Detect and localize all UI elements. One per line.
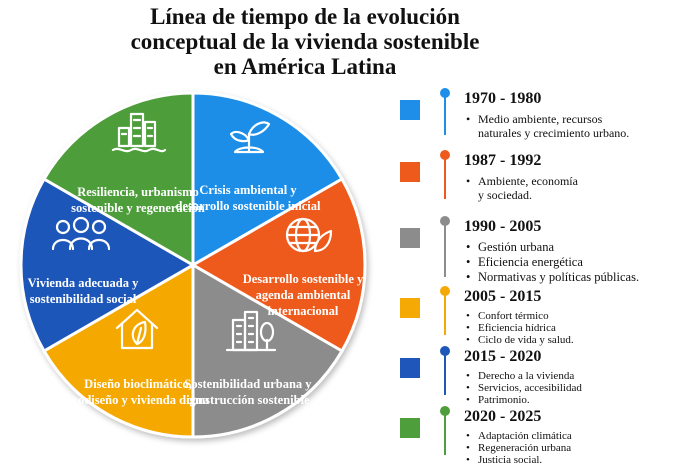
timeline-item: Confort térmico: [466, 310, 574, 322]
wheel-segment-label: Vivienda adecuada y sostenibilidad socia…: [27, 276, 139, 306]
timeline-items: Gestión urbanaEficiencia energéticaNorma…: [466, 240, 639, 285]
globe-leaf-icon: [285, 217, 333, 253]
timeline-item: Ciclo de vida y salud.: [466, 334, 574, 346]
wheel-segment-label: Desarrollo sostenible y agenda ambiental…: [242, 272, 364, 318]
city-water-icon: [111, 112, 167, 153]
timeline-period: 1987 - 1992: [464, 152, 542, 169]
wheel-segment-label: Sostenibilidad urbana y construcción sos…: [184, 377, 312, 408]
timeline-item: Ambiente, economía: [466, 174, 578, 188]
timeline-item: y sociedad.: [478, 188, 532, 202]
timeline-item: Eficiencia energética: [466, 255, 639, 270]
timeline: 1970 - 1980 Medio ambiente, recursosnatur…: [392, 88, 680, 466]
wheel-segment-label: Diseño bioclimático, ecodiseño y viviend…: [66, 377, 210, 408]
timeline-period: 2015 - 2020: [464, 348, 542, 365]
people-group-icon: [51, 216, 111, 251]
color-swatch: [400, 162, 420, 182]
wheel-segment-label: Crisis ambiental y desarrollo sostenible…: [175, 182, 321, 213]
timeline-item: Eficiencia hídrica: [466, 322, 574, 334]
title-line-3: en América Latina: [213, 54, 397, 79]
timeline-item: Gestión urbana: [466, 240, 639, 255]
page-title: Línea de tiempo de la evolución conceptu…: [0, 4, 610, 79]
timeline-item: Medio ambiente, recursos: [466, 112, 629, 126]
color-swatch: [400, 418, 420, 438]
color-swatch: [400, 298, 420, 318]
title-line-1: Línea de tiempo de la evolución: [150, 4, 460, 29]
timeline-item: Regeneración urbana: [466, 442, 572, 454]
timeline-items: Confort térmicoEficiencia hídricaCiclo d…: [466, 310, 574, 346]
wheel-segment-label: Resiliencia, urbanismo sostenible y rege…: [71, 184, 205, 215]
wheel-segment: [190, 176, 367, 354]
color-swatch: [400, 100, 420, 120]
plant-sprout-icon: [229, 121, 271, 154]
timeline-items: Adaptación climáticaRegeneración urbanaJ…: [466, 430, 572, 466]
title-line-2: conceptual de la vivienda sostenible: [130, 29, 480, 54]
timeline-period: 2005 - 2015: [464, 288, 542, 305]
buildings-tree-icon: [225, 310, 277, 352]
timeline-item: Adaptación climática: [466, 430, 572, 442]
timeline-period: 2020 - 2025: [464, 408, 542, 425]
timeline-item: Patrimonio.: [466, 394, 582, 406]
wheel-segment: [191, 91, 345, 268]
timeline-item: Justicia social.: [466, 454, 572, 466]
house-leaf-icon: [115, 308, 159, 350]
timeline-item: Servicios, accesibilidad: [466, 382, 582, 394]
timeline-period: 1970 - 1980: [464, 90, 542, 107]
timeline-items: Derecho a la viviendaServicios, accesibi…: [466, 370, 582, 406]
timeline-item: Derecho a la vivienda: [466, 370, 582, 382]
timeline-period: 1990 - 2005: [464, 218, 542, 235]
segment-wheel: [19, 91, 367, 439]
color-swatch: [400, 228, 420, 248]
timeline-item: naturales y crecimiento urbano.: [478, 126, 630, 140]
wheel-segment: [41, 262, 195, 439]
color-swatch: [400, 358, 420, 378]
timeline-item: Normativas y políticas públicas.: [466, 270, 639, 285]
